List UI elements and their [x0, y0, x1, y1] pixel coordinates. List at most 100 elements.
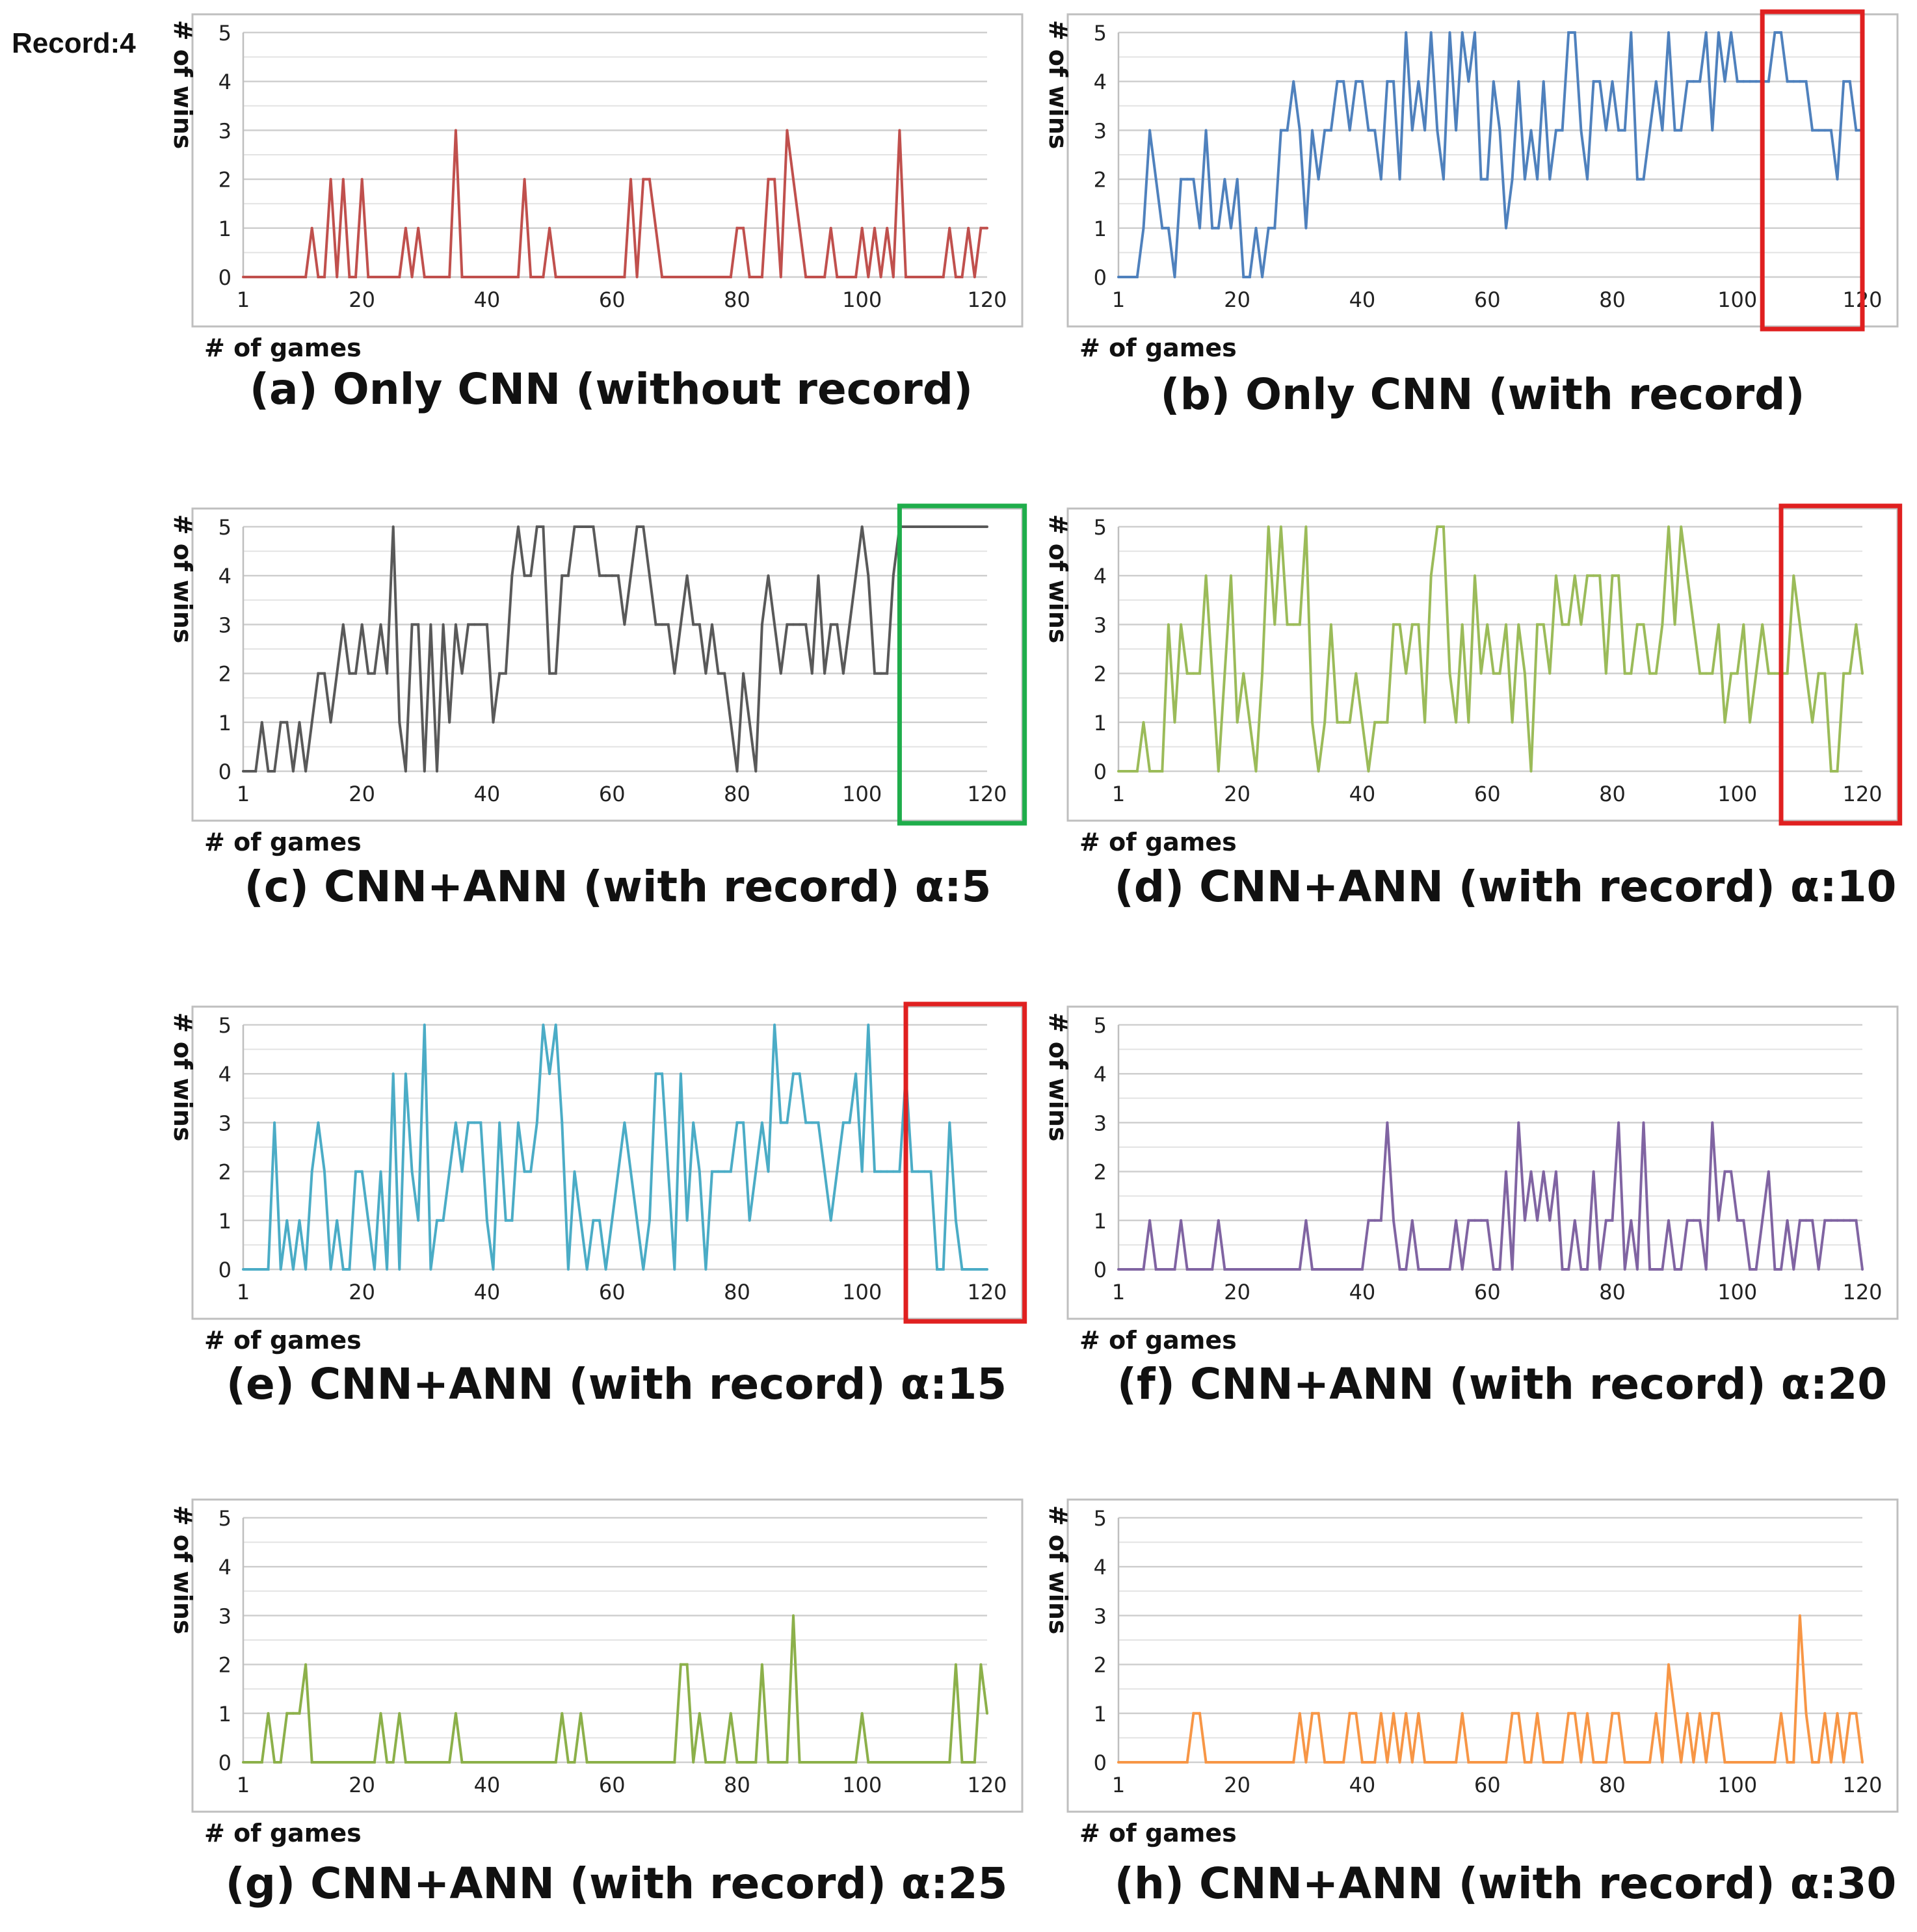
data-point	[1805, 80, 1808, 83]
data-point	[1661, 1761, 1664, 1764]
data-point	[817, 1761, 820, 1764]
data-point	[504, 1761, 507, 1764]
data-point	[561, 1712, 564, 1715]
data-point	[1148, 1761, 1152, 1764]
data-point	[1405, 1268, 1408, 1271]
data-point	[1236, 721, 1239, 724]
data-point	[1142, 226, 1145, 230]
x-tick-label: 1	[237, 287, 250, 312]
data-point	[535, 276, 538, 278]
data-point	[1611, 574, 1614, 577]
data-point	[1392, 1219, 1395, 1222]
data-point	[517, 1121, 520, 1124]
data-point	[698, 1170, 701, 1173]
data-point	[1148, 129, 1152, 132]
data-point	[417, 623, 420, 626]
y-tick-label: 4	[1094, 1062, 1107, 1087]
data-point	[936, 525, 939, 528]
data-point	[1692, 623, 1695, 626]
data-point	[1580, 1268, 1583, 1271]
gridlines	[242, 1024, 987, 1271]
data-point	[1717, 623, 1720, 626]
data-point	[1173, 276, 1176, 278]
data-point	[685, 1663, 689, 1666]
data-point	[492, 1761, 495, 1764]
data-point	[1192, 1712, 1195, 1715]
data-point	[373, 672, 376, 675]
data-point	[960, 1268, 964, 1271]
y-tick-label: 3	[1094, 1111, 1107, 1135]
data-point	[260, 1761, 263, 1764]
data-point	[917, 525, 920, 528]
data-point	[936, 1268, 939, 1271]
x-tick-label: 80	[1599, 287, 1626, 312]
data-point	[498, 1121, 501, 1124]
data-point	[1180, 623, 1183, 626]
chart-frame	[191, 13, 1024, 328]
y-tick-label: 0	[1094, 1751, 1107, 1775]
data-point	[1617, 129, 1620, 132]
data-point	[810, 1761, 813, 1764]
data-point	[910, 525, 914, 528]
data-point	[692, 623, 695, 626]
data-point	[792, 1614, 795, 1617]
data-point	[1848, 1219, 1851, 1222]
data-point	[1348, 721, 1351, 724]
data-point	[967, 525, 970, 528]
data-point	[673, 1268, 676, 1271]
data-point	[1567, 1268, 1570, 1271]
data-point	[679, 276, 682, 278]
data-points	[1117, 525, 1864, 773]
data-point	[910, 1761, 914, 1764]
data-point	[1167, 623, 1170, 626]
data-point	[573, 276, 576, 278]
data-point	[248, 770, 251, 773]
data-point	[786, 1761, 789, 1764]
data-point	[1811, 1761, 1814, 1764]
data-point	[1823, 672, 1827, 675]
data-point	[404, 226, 407, 230]
data-point	[1542, 1170, 1545, 1173]
data-point	[1654, 80, 1658, 83]
data-point	[667, 1170, 670, 1173]
data-point	[448, 1170, 451, 1173]
data-point	[291, 1268, 295, 1271]
data-point	[1211, 1268, 1214, 1271]
data-point	[1123, 1761, 1126, 1764]
data-point	[1161, 770, 1164, 773]
data-point	[742, 1121, 745, 1124]
data-point	[973, 1761, 976, 1764]
data-point	[1805, 1219, 1808, 1222]
data-point	[1773, 31, 1777, 34]
y-tick-label: 4	[218, 1555, 231, 1580]
data-point	[1298, 1268, 1301, 1271]
data-point	[310, 1761, 313, 1764]
data-point	[323, 276, 326, 278]
data-point	[579, 525, 583, 528]
y-tick-label: 5	[1094, 1506, 1107, 1531]
data-point	[1598, 1761, 1602, 1764]
x-tick-label: 1	[1112, 287, 1125, 312]
data-point	[1717, 31, 1720, 34]
data-point	[504, 1219, 507, 1222]
data-point	[1505, 623, 1507, 626]
data-point	[735, 1761, 739, 1764]
data-point	[1523, 672, 1526, 675]
data-point	[1217, 1761, 1220, 1764]
data-point	[1367, 129, 1370, 132]
data-point	[429, 276, 432, 278]
data-point	[748, 1219, 751, 1222]
data-point	[779, 1761, 782, 1764]
data-point	[1586, 1712, 1589, 1715]
data-point	[1292, 1761, 1295, 1764]
data-point	[860, 1170, 864, 1173]
caption-a: (a) Only CNN (without record)	[249, 364, 973, 414]
data-point	[611, 574, 614, 577]
highlight-box	[1778, 503, 1903, 826]
data-point	[379, 623, 382, 626]
data-point	[1798, 80, 1801, 83]
data-point	[1498, 1268, 1501, 1271]
data-point	[848, 276, 851, 278]
data-point	[1548, 1761, 1552, 1764]
data-point	[1298, 1712, 1301, 1715]
